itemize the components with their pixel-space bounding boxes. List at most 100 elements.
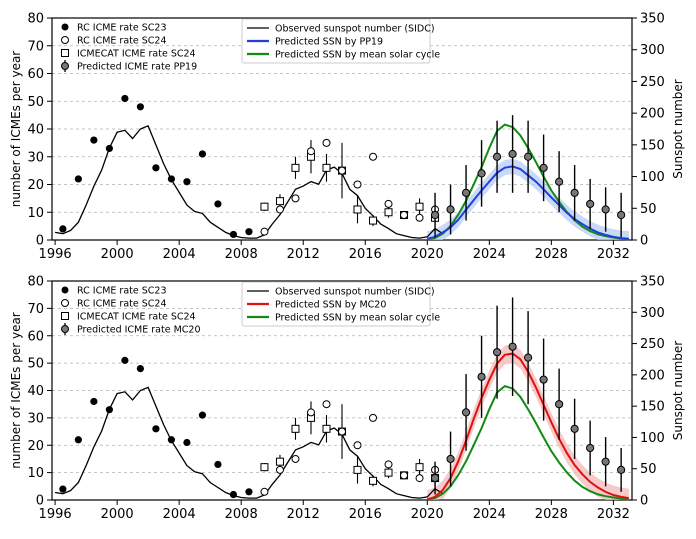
- rc-sc24-point: [369, 413, 378, 422]
- x-tick-label: 1996: [39, 247, 72, 262]
- rc-sc24-point: [400, 471, 409, 480]
- y-right-tick-label: 150: [640, 138, 665, 153]
- rc-sc24-point: [338, 166, 346, 175]
- y-right-tick-label: 0: [640, 494, 648, 509]
- x-tick-label: 2028: [535, 247, 568, 262]
- predicted-icme-point: [523, 152, 533, 161]
- rc-sc23-point: [198, 150, 207, 158]
- x-tick-label: 2032: [597, 507, 630, 522]
- predicted-icme-point: [508, 149, 517, 159]
- predicted-icme-point: [601, 457, 610, 466]
- y-left-tick-label: 50: [27, 95, 44, 110]
- y-left-tick-label: 30: [27, 411, 44, 426]
- y-left-tick-label: 40: [27, 384, 44, 399]
- rc-sc23-point: [59, 225, 67, 233]
- panel-mc20: 1996 2000 2004 2008 2012 2016 2020 2024 2028 2032…: [9, 275, 685, 523]
- x-tick-label: 2020: [411, 247, 444, 262]
- x-tick-label: 2012: [287, 507, 320, 522]
- predicted-icme-point: [555, 177, 564, 186]
- legend-left-marker-3: [61, 60, 69, 72]
- x-tick-label: 2012: [287, 247, 320, 262]
- rc-sc23-point: [121, 356, 129, 364]
- legend-right-label-1: Predicted SSN by MC20: [275, 300, 386, 311]
- rc-sc24-point: [291, 194, 300, 203]
- y-right-tick-label: 200: [640, 368, 665, 383]
- icmecat-point: [369, 216, 378, 225]
- rc-sc23-point: [74, 436, 82, 444]
- rc-sc24-point: [338, 427, 346, 436]
- observed-ssn-line: [54, 124, 444, 239]
- legend-left-label-1: RC ICME rate SC24: [77, 299, 167, 310]
- x-tick-label: 2016: [349, 507, 382, 522]
- panel-pp19: 1996 2000 2004 2008 2012 2016 2020 2024 2028 2032…: [9, 12, 685, 263]
- rc-sc23-point: [136, 103, 144, 111]
- x-tick-label: 2004: [163, 507, 196, 522]
- x-tick-label: 2020: [411, 507, 444, 522]
- rc-sc23-point: [214, 200, 222, 208]
- icmecat-point: [353, 205, 362, 214]
- y-axis-label-left: number of ICMEs per year: [9, 312, 23, 469]
- legend-left-marker-1: [61, 36, 69, 44]
- icmecat-point: [384, 208, 393, 217]
- legend-right-label-1: Predicted SSN by PP19: [275, 37, 383, 48]
- y-right-tick-label: 50: [640, 202, 657, 217]
- y-right-tick-label: 0: [640, 234, 648, 249]
- y-right-tick-label: 200: [640, 107, 665, 122]
- rc-sc23-point: [105, 406, 113, 414]
- x-tick-label: 2000: [101, 247, 134, 262]
- icmecat-point: [353, 465, 362, 474]
- rc-sc23-point: [136, 365, 144, 373]
- predicted-icme-point: [523, 353, 533, 362]
- rc-sc23-point: [198, 411, 207, 419]
- y-left-tick-label: 0: [36, 494, 44, 509]
- rc-sc24-point: [291, 454, 300, 463]
- rc-sc23-point: [90, 136, 98, 144]
- predicted-icme-point: [586, 443, 595, 453]
- y-right-tick-label: 150: [640, 400, 665, 415]
- icmecat-point: [291, 163, 300, 172]
- y-left-tick-label: 0: [36, 234, 44, 249]
- rc-sc23-point: [167, 436, 176, 444]
- x-tick-label: 2024: [473, 507, 506, 522]
- rc-sc23-point: [152, 425, 160, 433]
- rc-sc23-point: [229, 490, 238, 499]
- y-right-tick-label: 250: [640, 337, 665, 352]
- rc-sc23-point: [214, 460, 222, 469]
- legend-left-marker-2: [61, 312, 69, 320]
- rc-sc23-point: [59, 485, 67, 493]
- icmecat-point: [369, 476, 378, 485]
- rc-sc24-point: [384, 199, 393, 208]
- legend-left-label-0: RC ICME rate SC23: [77, 23, 167, 34]
- x-tick-label: 2032: [597, 247, 630, 262]
- x-tick-label: 2024: [473, 247, 506, 262]
- icmecat-point: [260, 202, 269, 211]
- predicted-icme-point: [539, 163, 548, 172]
- y-right-tick-label: 350: [640, 275, 665, 290]
- legend-left-marker-2: [61, 49, 69, 57]
- predicted-icme-point: [555, 400, 564, 409]
- icmecat-point: [275, 457, 284, 466]
- legend-left-marker-0: [61, 23, 69, 31]
- y-right-tick-label: 50: [640, 462, 657, 477]
- legend-left-label-3: Predicted ICME rate PP19: [77, 62, 197, 73]
- y-right-tick-label: 100: [640, 170, 665, 185]
- legend-left-marker-3-dot: [61, 62, 69, 70]
- predicted-icme-point: [430, 210, 440, 220]
- legend-right-label-2: Predicted SSN by mean solar cycle: [275, 313, 440, 324]
- rc-sc23-point: [229, 230, 238, 239]
- y-left-tick-label: 40: [27, 123, 44, 138]
- predicted-icme-point: [461, 188, 471, 197]
- legend-left-label-0: RC ICME rate SC23: [77, 286, 167, 297]
- predicted-icme-point: [430, 474, 440, 483]
- legend-left-label-1: RC ICME rate SC24: [77, 36, 167, 47]
- predicted-ssn-band: [427, 344, 629, 500]
- predicted-icme-point: [446, 454, 455, 464]
- predicted-icme-point: [586, 199, 595, 209]
- y-axis-label-right: Sunspot number: [671, 79, 685, 178]
- predicted-icme-point: [477, 169, 486, 178]
- predicted-icme-point: [617, 210, 626, 220]
- predicted-icme-point: [570, 424, 579, 433]
- legend-left-label-3: Predicted ICME rate MC20: [77, 325, 201, 336]
- rc-sc24-point: [322, 400, 331, 409]
- legend-right-label-2: Predicted SSN by mean solar cycle: [275, 50, 440, 61]
